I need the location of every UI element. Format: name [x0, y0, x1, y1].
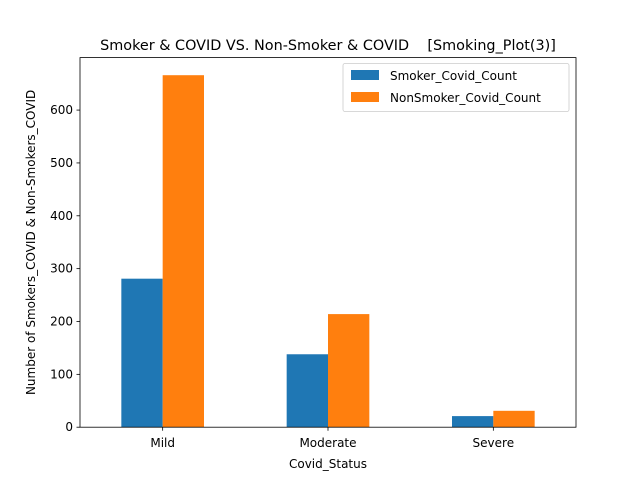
- bars-layer: [121, 75, 535, 428]
- y-tick-label: 400: [50, 209, 73, 223]
- y-tick-label: 500: [50, 156, 73, 170]
- y-tick-label: 600: [50, 103, 73, 117]
- chart-title: Smoker & COVID VS. Non-Smoker & COVID [S…: [100, 38, 556, 54]
- y-axis: 0 100 200 300 400 500 600: [50, 103, 80, 434]
- y-tick-label: 200: [50, 314, 73, 328]
- y-tick-label: 0: [65, 420, 73, 434]
- y-tick-label: 300: [50, 262, 73, 276]
- bar-smoker-mild: [121, 278, 163, 428]
- legend-swatch-smoker: [351, 70, 379, 80]
- bar-smoker-moderate: [286, 354, 328, 428]
- bar-nonsmoker-severe: [493, 410, 535, 428]
- legend: Smoker_Covid_Count NonSmoker_Covid_Count: [342, 63, 570, 112]
- legend-frame: [342, 63, 570, 112]
- x-tick-label: Mild: [150, 436, 175, 450]
- x-axis: Mild Moderate Severe: [150, 427, 514, 450]
- legend-label-smoker: Smoker_Covid_Count: [390, 69, 517, 83]
- bar-smoker-severe: [452, 416, 494, 428]
- x-tick-label: Moderate: [299, 436, 356, 450]
- bar-nonsmoker-mild: [162, 75, 204, 428]
- y-tick-label: 100: [50, 367, 73, 381]
- bar-nonsmoker-moderate: [328, 314, 370, 428]
- legend-swatch-nonsmoker: [351, 92, 379, 102]
- x-axis-label: Covid_Status: [289, 457, 367, 471]
- x-tick-label: Severe: [473, 436, 515, 450]
- y-axis-label: Number of Smokers_COVID & Non-Smokers_CO…: [24, 90, 38, 395]
- legend-label-nonsmoker: NonSmoker_Covid_Count: [390, 91, 541, 105]
